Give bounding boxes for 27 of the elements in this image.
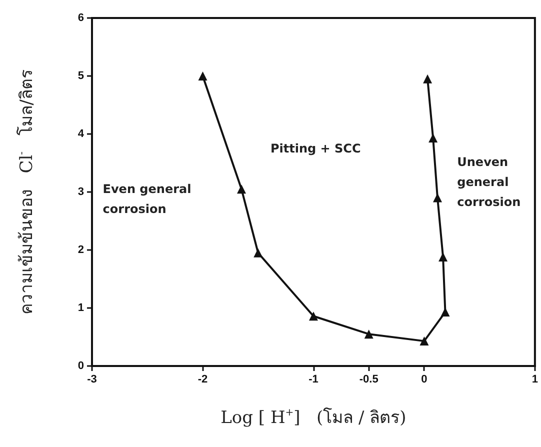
point (308, 312, 318, 321)
y-tick-label: 6 (78, 12, 84, 24)
point (420, 336, 429, 346)
x-tick-label: 1 (532, 374, 538, 386)
y-tick-label: 0 (78, 360, 84, 372)
x-tick-label: -3 (87, 374, 97, 386)
text: ความเข้มข้นของ Cl- โมล/ลิตร (16, 70, 37, 314)
y-tick-label: 2 (78, 244, 84, 256)
point (423, 74, 432, 84)
x-tick-label: -1 (308, 374, 318, 386)
y-tick-label: 5 (78, 70, 84, 82)
x-tick-label: -0.5 (359, 374, 378, 386)
x-tick-label: -2 (198, 374, 208, 386)
annotation: Uneven general corrosion (457, 154, 521, 209)
annotation: Even general corrosion (102, 182, 192, 216)
point (198, 72, 208, 80)
x-axis-title: Log [ H+] (โมล / ลิตร) (220, 407, 406, 428)
point (364, 330, 374, 339)
point (254, 248, 263, 258)
x-tick-label: 0 (421, 374, 428, 386)
y-tick-label: 4 (78, 128, 85, 140)
annotation: Pitting + SCC (270, 142, 361, 156)
y-tick-label: 1 (78, 302, 84, 314)
point (432, 193, 442, 202)
point (428, 134, 438, 143)
point (236, 184, 246, 194)
y-tick-label: 3 (78, 186, 84, 198)
